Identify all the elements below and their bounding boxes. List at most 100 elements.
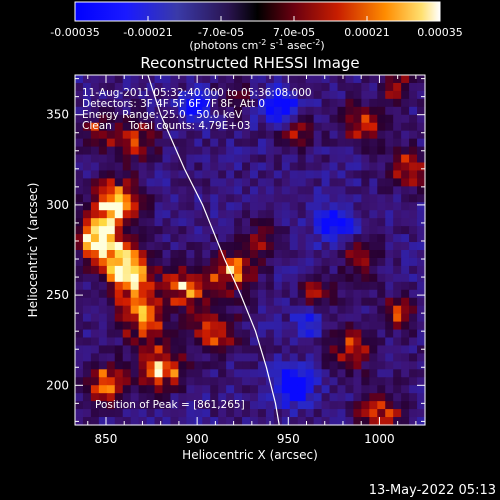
heatmap-cell [194,90,203,100]
heatmap-cell [313,98,323,108]
heatmap-cell [385,162,394,172]
heatmap-cell [361,345,370,354]
heatmap-cell [234,401,243,410]
heatmap-cell [194,234,203,243]
heatmap-cell [186,329,195,339]
heatmap-cell [130,273,140,283]
heatmap-cell [178,75,187,84]
heatmap-cell [281,417,291,426]
heatmap-cell [114,162,124,172]
heatmap-cell [257,114,267,124]
heatmap-cell [409,130,418,140]
heatmap-cell [138,226,148,235]
heatmap-cell [146,281,156,291]
heatmap-cell [297,82,307,92]
heatmap-cell [186,146,195,156]
heatmap-cell [154,329,164,339]
heatmap-cell [409,369,418,378]
heatmap-cell [82,75,92,84]
heatmap-cell [345,82,354,92]
heatmap-cell [82,250,92,259]
heatmap-cell [130,345,140,354]
heatmap-cell [90,186,100,195]
heatmap-cell [337,385,347,394]
heatmap-cell [273,90,283,100]
heatmap-cell [90,273,100,283]
heatmap-cell [393,170,402,179]
heatmap-cell [186,106,195,116]
heatmap-cell [162,178,172,187]
y-axis-label: Heliocentric Y (arcsec) [26,183,40,318]
heatmap-cell [194,202,203,211]
heatmap-cell [273,361,283,370]
heatmap-cell [385,361,394,370]
heatmap-cell [417,393,426,402]
heatmap-cell [146,297,156,307]
heatmap-cell [178,226,187,235]
heatmap-cell [162,361,172,370]
heatmap-cell [250,130,259,140]
heatmap-cell [409,98,418,108]
heatmap-cell [202,305,211,315]
heatmap-cell [82,305,92,315]
heatmap-cell [242,138,251,148]
heatmap-cell [226,122,235,132]
heatmap-cell [369,90,378,100]
heatmap-cell [82,202,92,211]
heatmap-cell [154,114,164,124]
heatmap-cell [186,162,195,172]
heatmap-cell [98,178,108,187]
heatmap-cell [226,154,235,164]
heatmap-cell [226,401,235,410]
heatmap-cell [234,90,243,100]
heatmap-cell [353,186,362,195]
heatmap-cell [162,218,172,227]
heatmap-cell [273,377,283,386]
heatmap-cell [265,250,275,259]
heatmap-cell [242,122,251,132]
heatmap-cell [154,257,164,267]
heatmap-cell [98,98,108,108]
heatmap-cell [90,114,100,124]
heatmap-cell [281,385,291,394]
heatmap-cell [162,242,172,251]
heatmap-cell [273,401,283,410]
heatmap-cell [82,289,92,299]
heatmap-cell [154,385,164,394]
heatmap-cell [281,409,291,418]
heatmap-cell [218,202,227,211]
heatmap-cell [377,417,386,426]
heatmap-cell [305,265,315,275]
heatmap-cell [377,313,386,323]
heatmap-cell [122,90,132,100]
heatmap-cell [98,329,108,339]
heatmap-cell [162,297,172,307]
heatmap-cell [106,130,116,140]
heatmap-cell [345,329,354,339]
heatmap-cell [210,98,219,108]
heatmap-cell [345,218,354,227]
heatmap-cell [337,138,347,148]
heatmap-cell [186,178,195,187]
heatmap-cell [186,401,195,410]
heatmap-cell [146,226,156,235]
heatmap-cell [417,297,426,307]
heatmap-cell [369,98,378,108]
heatmap-cell [186,393,195,402]
heatmap-cell [345,345,354,354]
heatmap-cell [162,186,172,195]
heatmap-cell [162,409,172,418]
heatmap-cell [401,178,410,187]
heatmap-cell [178,345,187,354]
heatmap-cell [281,369,291,378]
heatmap-cell [138,321,148,331]
heatmap-cell [250,170,259,179]
heatmap-cell [393,98,402,108]
heatmap-cell [353,210,362,219]
heatmap-cell [345,313,354,323]
heatmap-cell [401,75,410,84]
heatmap-cell [234,305,243,315]
heatmap-cell [90,170,100,179]
heatmap-cell [98,305,108,315]
heatmap-cell [114,281,124,291]
